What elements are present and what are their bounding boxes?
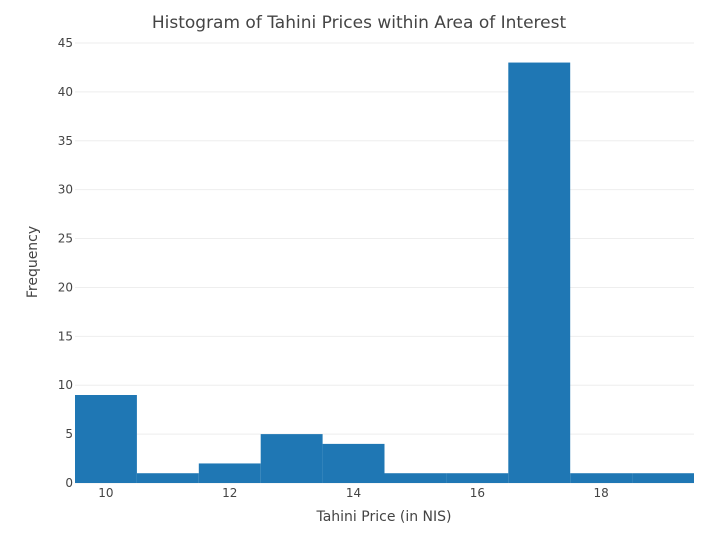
histogram-bar-4[interactable] <box>322 443 385 483</box>
y-tick-label: 30 <box>58 183 73 197</box>
histogram-bar-5[interactable] <box>384 473 447 483</box>
x-tick-label: 14 <box>346 486 361 500</box>
y-tick-label: 25 <box>58 232 73 246</box>
histogram-bar-7[interactable] <box>508 62 571 484</box>
x-tick-label: 10 <box>98 486 113 500</box>
bars <box>75 62 694 484</box>
gridlines <box>75 42 694 484</box>
y-tick-label: 10 <box>58 378 73 392</box>
y-axis-title: Frequency <box>25 226 41 298</box>
y-tick-label: 40 <box>58 85 73 99</box>
histogram-bar-6[interactable] <box>446 473 509 483</box>
histogram-bar-0[interactable] <box>75 395 137 483</box>
y-tick-label: 15 <box>58 329 73 343</box>
y-tick-label: 20 <box>58 280 73 294</box>
x-tick-label: 12 <box>222 486 237 500</box>
x-axis-tick-labels: 10 12 14 16 18 <box>98 486 608 500</box>
y-axis-tick-labels: 0 5 10 15 20 25 30 35 40 45 <box>58 36 73 490</box>
histogram-bar-2[interactable] <box>198 463 261 483</box>
y-tick-label: 0 <box>65 476 73 490</box>
y-tick-label: 45 <box>58 36 73 50</box>
y-tick-label: 5 <box>65 427 73 441</box>
x-tick-label: 16 <box>470 486 485 500</box>
histogram-bar-8[interactable] <box>570 473 633 483</box>
x-axis-title: Tahini Price (in NIS) <box>315 509 451 525</box>
y-tick-label: 35 <box>58 134 73 148</box>
x-tick-label: 18 <box>594 486 609 500</box>
histogram-bar-9[interactable] <box>632 473 694 483</box>
histogram-bar-3[interactable] <box>260 434 323 483</box>
histogram-bar-1[interactable] <box>136 473 199 483</box>
chart-title: Histogram of Tahini Prices within Area o… <box>152 13 567 33</box>
